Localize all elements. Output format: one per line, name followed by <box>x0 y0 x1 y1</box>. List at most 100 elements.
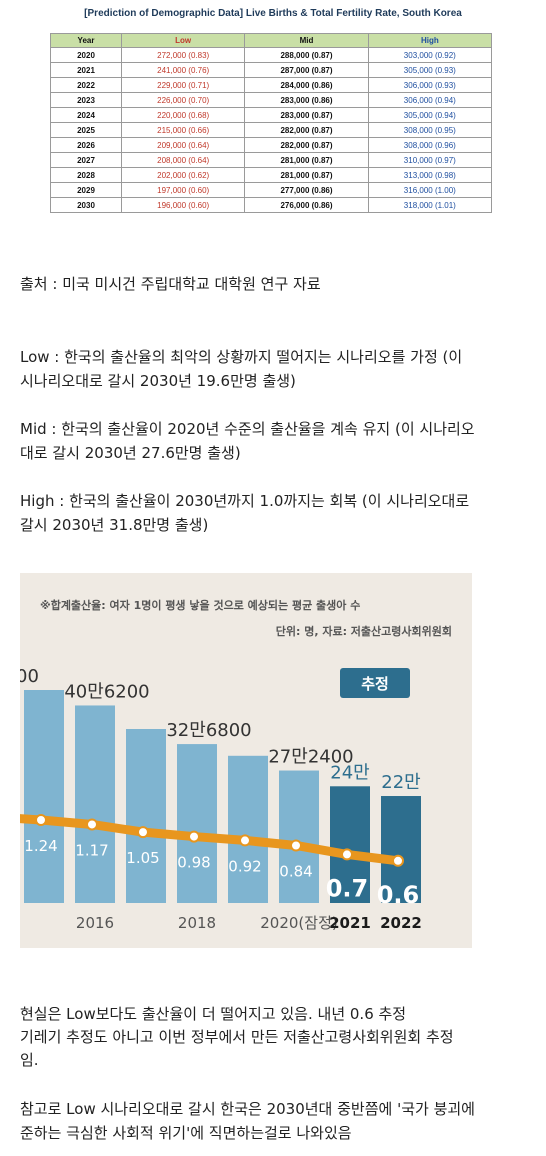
bar-0 <box>24 690 64 903</box>
cell-low: 197,000 (0.60) <box>120 182 246 198</box>
tfr-point-4 <box>239 834 251 847</box>
cell-year: 2022 <box>50 77 122 93</box>
table-row: 2021 241,000 (0.76) 287,000 (0.87) 305,000 … <box>50 62 493 78</box>
cell-mid: 287,000 (0.87) <box>244 62 369 78</box>
bar-7 <box>381 796 421 903</box>
cell-year: 2024 <box>50 107 122 123</box>
cell-year: 2025 <box>50 122 122 138</box>
births-label-0: 00 <box>20 666 39 687</box>
cell-high: 305,000 (0.93) <box>367 62 493 78</box>
cell-high: 310,000 (0.97) <box>367 152 493 168</box>
cell-low: 220,000 (0.68) <box>120 107 246 123</box>
table-row: 2024 220,000 (0.68) 283,000 (0.87) 305,000 … <box>50 107 493 123</box>
bar-2 <box>126 729 166 903</box>
table-row: 2026 209,000 (0.64) 282,000 (0.87) 308,000 … <box>50 137 493 153</box>
x-tick-5: 2020(잠정) <box>260 914 337 932</box>
tfr-label-4: 0.92 <box>228 857 261 875</box>
tfr-point-2 <box>137 826 149 839</box>
x-tick-7: 2022 <box>380 914 422 932</box>
cell-low: 208,000 (0.64) <box>120 152 246 168</box>
tfr-point-7 <box>392 854 404 867</box>
cell-mid: 282,000 (0.87) <box>244 137 369 153</box>
cell-high: 306,000 (0.94) <box>367 92 493 108</box>
table-row: 2029 197,000 (0.60) 277,000 (0.86) 316,000 … <box>50 182 493 198</box>
tfr-label-0: 1.24 <box>24 837 57 855</box>
cell-high: 318,000 (1.01) <box>367 197 493 213</box>
low-scenario-line-1: Low : 한국의 출산율의 최악의 상황까지 떨어지는 시나리오를 가정 (이 <box>20 348 463 366</box>
cell-high: 308,000 (0.96) <box>367 137 493 153</box>
cell-year: 2028 <box>50 167 122 183</box>
bar-4 <box>228 755 268 903</box>
reality-line-2: 기레기 추정도 아니고 이번 정부에서 만든 저출산고령사회위원회 추정 <box>20 1028 454 1046</box>
reference-line-2: 준하는 극심한 사회적 위기'에 직면하는걸로 나와있음 <box>20 1124 352 1142</box>
births-label-5: 27만2400 <box>268 747 353 768</box>
x-tick-3: 2018 <box>178 914 216 932</box>
births-label-6: 24만 <box>330 762 369 783</box>
bar-1 <box>75 705 115 903</box>
header-year: Year <box>50 33 122 48</box>
x-tick-1: 2016 <box>76 914 114 932</box>
cell-year: 2021 <box>50 62 122 78</box>
cell-high: 303,000 (0.92) <box>367 47 493 63</box>
table-header-row: Year Low Mid High <box>50 33 493 48</box>
cell-high: 313,000 (0.98) <box>367 167 493 183</box>
table-row: 2020 272,000 (0.83) 288,000 (0.87) 303,000 … <box>50 47 493 63</box>
table-row: 2022 229,000 (0.71) 284,000 (0.86) 306,000 … <box>50 77 493 93</box>
tfr-label-7: 0.6 <box>377 881 420 909</box>
births-label-7: 22만 <box>381 772 420 793</box>
high-scenario-line-2: 갈시 2030년 31.8만명 출생) <box>20 516 209 534</box>
bar-5 <box>279 770 319 903</box>
bar-3 <box>177 744 217 903</box>
header-low: Low <box>120 33 246 48</box>
fertility-table: Year Low Mid High 2020 272,000 (0.83) 288,… <box>50 33 493 213</box>
tfr-point-5 <box>290 839 302 852</box>
cell-mid: 282,000 (0.87) <box>244 122 369 138</box>
cell-year: 2020 <box>50 47 122 63</box>
cell-year: 2026 <box>50 137 122 153</box>
cell-low: 196,000 (0.60) <box>120 197 246 213</box>
cell-low: 215,000 (0.66) <box>120 122 246 138</box>
reality-line-3: 임. <box>20 1051 39 1069</box>
cell-mid: 276,000 (0.86) <box>244 197 369 213</box>
reference-line-1: 참고로 Low 시나리오대로 갈시 한국은 2030년대 중반쯤에 '국가 붕괴… <box>20 1100 475 1118</box>
cell-year: 2023 <box>50 92 122 108</box>
cell-mid: 281,000 (0.87) <box>244 152 369 168</box>
table-row: 2030 196,000 (0.60) 276,000 (0.86) 318,000 … <box>50 197 493 213</box>
cell-mid: 281,000 (0.87) <box>244 167 369 183</box>
table-row: 2023 226,000 (0.70) 283,000 (0.86) 306,000 … <box>50 92 493 108</box>
cell-year: 2027 <box>50 152 122 168</box>
high-scenario-line-1: High : 한국의 출산율이 2030년까지 1.0까지는 회복 (이 시나리… <box>20 492 470 510</box>
tfr-line <box>40 815 399 866</box>
tfr-label-3: 0.98 <box>177 854 210 872</box>
cell-low: 241,000 (0.76) <box>120 62 246 78</box>
cell-low: 229,000 (0.71) <box>120 77 246 93</box>
x-tick-6: 2021 <box>329 914 371 932</box>
header-high: High <box>367 33 493 48</box>
cell-mid: 277,000 (0.86) <box>244 182 369 198</box>
table-row: 2025 215,000 (0.66) 282,000 (0.87) 308,000 … <box>50 122 493 138</box>
tfr-point-6 <box>341 848 353 861</box>
estimate-badge-label: 추정 <box>361 675 389 693</box>
cell-mid: 283,000 (0.87) <box>244 107 369 123</box>
source-text: 출처 : 미국 미시건 주립대학교 대학원 연구 자료 <box>20 275 321 293</box>
tfr-point-3 <box>188 830 200 843</box>
estimate-badge <box>340 668 410 698</box>
cell-low: 209,000 (0.64) <box>120 137 246 153</box>
chart-note: ※합계출산율: 여자 1명이 평생 낳을 것으로 예상되는 평균 출생아 수 <box>40 598 360 612</box>
tfr-point-0 <box>35 814 47 827</box>
cell-mid: 283,000 (0.86) <box>244 92 369 108</box>
cell-high: 316,000 (1.00) <box>367 182 493 198</box>
tfr-label-6: 0.7 <box>326 874 369 902</box>
cell-mid: 284,000 (0.86) <box>244 77 369 93</box>
cell-year: 2030 <box>50 197 122 213</box>
mid-scenario-line-2: 대로 갈시 2030년 27.6만명 출생) <box>20 444 241 462</box>
cell-low: 272,000 (0.83) <box>120 47 246 63</box>
cell-low: 226,000 (0.70) <box>120 92 246 108</box>
chart-svg: ※합계출산율: 여자 1명이 평생 낳을 것으로 예상되는 평균 출생아 수 단… <box>20 598 452 932</box>
bar-6 <box>330 786 370 903</box>
table-row: 2028 202,000 (0.62) 281,000 (0.87) 313,000 … <box>50 167 493 183</box>
births-label-3: 32만6800 <box>166 720 251 741</box>
births-label-1: 40만6200 <box>64 681 149 702</box>
low-scenario-line-2: 시나리오대로 갈시 2030년 19.6만명 출생) <box>20 372 296 390</box>
cell-high: 305,000 (0.94) <box>367 107 493 123</box>
